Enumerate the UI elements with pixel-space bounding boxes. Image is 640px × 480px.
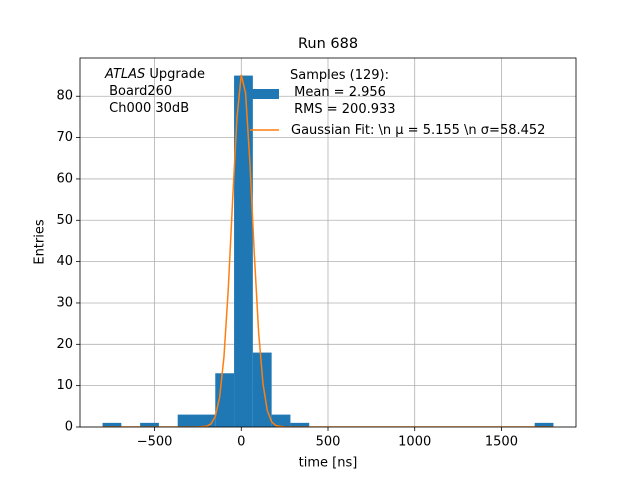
x-tick-label: 0: [237, 435, 245, 450]
marks: [102, 74, 554, 427]
bar: [234, 75, 253, 427]
y-tick-label: 60: [56, 171, 73, 186]
bar: [140, 422, 159, 427]
y-tick-label: 50: [56, 213, 73, 228]
y-tick-label: 80: [56, 89, 73, 104]
annotation-italic: ATLAS: [105, 67, 146, 82]
bar: [534, 422, 554, 427]
bar: [271, 414, 291, 427]
y-tick-label: 40: [56, 254, 73, 269]
y-axis-label: Entries: [33, 219, 48, 265]
y-tick-label: 70: [56, 130, 73, 145]
bar: [290, 422, 310, 427]
y-tick-label: 20: [56, 337, 73, 352]
bar: [215, 373, 235, 427]
legend-label: Samples (129): Mean = 2.956 RMS = 200.93…: [290, 68, 396, 117]
x-tick-label: 500: [316, 435, 341, 450]
chart-title: Run 688: [298, 36, 358, 52]
annotation: ATLAS Upgrade Board260 Ch000 30dB: [105, 66, 205, 117]
y-tick-label: 0: [65, 420, 73, 435]
x-tick-label: −500: [137, 435, 173, 450]
plot-frame: [79, 57, 577, 428]
x-tick-label: 1000: [398, 435, 431, 450]
annotation-text: Upgrade Board260 Ch000 30dB: [109, 67, 205, 116]
legend-label: Gaussian Fit: \n μ = 5.155 \n σ=58.452: [291, 123, 546, 138]
x-tick-label: 1500: [485, 435, 518, 450]
y-tick-label: 10: [56, 378, 73, 393]
legend-patch: [250, 89, 279, 99]
bar: [177, 414, 197, 427]
x-axis-label: time [ns]: [299, 456, 358, 471]
fit-line: [102, 74, 554, 427]
bar: [102, 422, 122, 427]
y-tick-label: 30: [56, 295, 73, 310]
